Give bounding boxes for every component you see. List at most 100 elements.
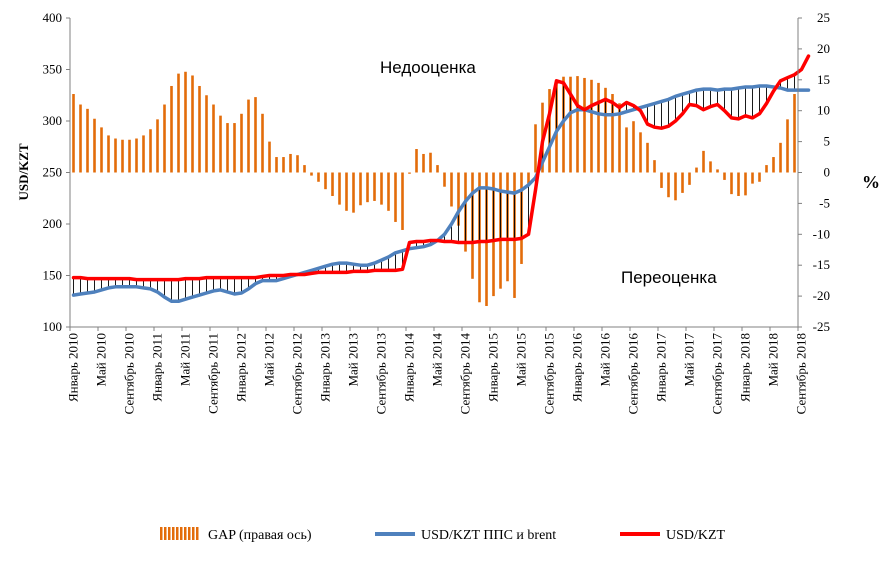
gap-bar bbox=[121, 139, 124, 173]
x-tick-label: Сентябрь 2015 bbox=[542, 333, 557, 414]
y2-tick-label: 0 bbox=[824, 165, 831, 180]
y2-tick-label: -20 bbox=[813, 288, 830, 303]
legend-label-usdkzt: USD/KZT bbox=[666, 528, 726, 543]
gap-bar bbox=[268, 141, 271, 173]
gap-bar bbox=[352, 172, 355, 213]
x-tick-label: Сентябрь 2013 bbox=[374, 333, 389, 414]
gap-bar bbox=[387, 172, 390, 211]
gap-bar bbox=[219, 115, 222, 173]
gap-bar bbox=[170, 85, 173, 173]
gap-bar bbox=[646, 142, 649, 173]
gap-bar bbox=[212, 104, 215, 173]
y2-tick-label: 20 bbox=[817, 41, 830, 56]
gap-bar bbox=[422, 153, 425, 173]
gap-bar bbox=[688, 172, 691, 185]
gap-bar bbox=[282, 157, 285, 173]
annotation-undervaluation: Недооценка bbox=[380, 58, 476, 77]
gap-bar bbox=[443, 172, 446, 187]
x-tick-label: Май 2015 bbox=[514, 333, 529, 387]
gap-bar bbox=[758, 172, 761, 182]
gap-bar bbox=[177, 73, 180, 173]
gap-bar bbox=[534, 124, 537, 173]
gap-bar bbox=[149, 129, 152, 173]
gap-bar bbox=[373, 172, 376, 201]
y-tick-label: 300 bbox=[43, 113, 63, 128]
gap-bar bbox=[275, 157, 278, 173]
gap-bar bbox=[198, 85, 201, 173]
gap-bar bbox=[793, 94, 796, 173]
y-tick-label: 100 bbox=[43, 319, 63, 334]
y-tick-label: 400 bbox=[43, 10, 63, 25]
gap-bar bbox=[247, 99, 250, 173]
gap-bar bbox=[772, 157, 775, 173]
gap-bar bbox=[72, 94, 75, 173]
gap-bar bbox=[254, 97, 257, 173]
y2-tick-label: -15 bbox=[813, 257, 830, 272]
x-tick-label: Май 2010 bbox=[94, 333, 109, 387]
x-tick-label: Январь 2012 bbox=[234, 333, 249, 402]
gap-bar bbox=[639, 132, 642, 173]
gap-bar bbox=[114, 138, 117, 173]
gap-bar bbox=[240, 113, 243, 173]
x-tick-label: Январь 2014 bbox=[402, 333, 417, 403]
gap-bar bbox=[142, 135, 145, 173]
gap-bar bbox=[233, 123, 236, 173]
gap-bar bbox=[408, 172, 411, 174]
gap-bar bbox=[401, 172, 404, 230]
gap-bar bbox=[751, 172, 754, 184]
gap-bar bbox=[191, 75, 194, 173]
x-tick-label: Сентябрь 2012 bbox=[290, 333, 305, 414]
gap-bar bbox=[366, 172, 369, 203]
x-tick-label: Май 2016 bbox=[598, 333, 613, 387]
gap-bar bbox=[576, 76, 579, 173]
x-tick-label: Май 2012 bbox=[262, 333, 277, 387]
y2-tick-label: -25 bbox=[813, 319, 830, 334]
gap-bar bbox=[303, 165, 306, 173]
gap-bar bbox=[744, 172, 747, 196]
x-tick-label: Май 2014 bbox=[430, 333, 445, 387]
x-tick-label: Январь 2015 bbox=[486, 333, 501, 402]
gap-bar bbox=[779, 142, 782, 173]
gap-bar bbox=[107, 135, 110, 173]
gap-bar bbox=[394, 172, 397, 222]
gap-bar bbox=[716, 169, 719, 173]
gap-bar bbox=[261, 113, 264, 173]
gap-bar bbox=[590, 79, 593, 173]
gap-bar bbox=[681, 172, 684, 193]
gap-bar bbox=[436, 165, 439, 173]
x-tick-label: Май 2011 bbox=[178, 333, 193, 386]
series-line-usdkzt bbox=[71, 54, 811, 282]
legend: GAP (правая ось) USD/KZT ППС и brent USD… bbox=[160, 527, 726, 543]
gap-bar bbox=[674, 172, 677, 201]
gap-bar bbox=[289, 153, 292, 173]
x-tick-label: Май 2017 bbox=[682, 333, 697, 387]
gap-bar bbox=[310, 172, 313, 176]
gap-bar bbox=[765, 165, 768, 173]
x-tick-label: Январь 2010 bbox=[66, 333, 81, 402]
gap-bar bbox=[324, 172, 327, 190]
gap-bar bbox=[338, 172, 341, 205]
gap-bar bbox=[604, 87, 607, 173]
gap-bar bbox=[331, 172, 334, 196]
y2-tick-label: -10 bbox=[813, 226, 830, 241]
gap-bar bbox=[730, 172, 733, 195]
x-tick-label: Сентябрь 2014 bbox=[458, 333, 473, 415]
legend-label-gap: GAP (правая ось) bbox=[208, 528, 312, 543]
gap-bar bbox=[359, 172, 362, 206]
gap-bar bbox=[380, 172, 383, 205]
legend-swatch-gap bbox=[160, 527, 200, 540]
y-tick-label: 350 bbox=[43, 62, 63, 77]
gap-bar bbox=[317, 172, 320, 182]
series-lines bbox=[71, 54, 811, 304]
gap-bar bbox=[695, 167, 698, 173]
y2-axis-title: % bbox=[862, 172, 880, 192]
y-tick-label: 250 bbox=[43, 165, 63, 180]
series-line-usdkzt-ppp-brent bbox=[71, 84, 811, 304]
x-tick-label: Сентябрь 2011 bbox=[206, 333, 221, 414]
y-axis-title: USD/KZT bbox=[16, 143, 31, 200]
x-tick-label: Сентябрь 2017 bbox=[710, 333, 725, 415]
gap-bar bbox=[93, 118, 96, 173]
y-tick-label: 200 bbox=[43, 216, 63, 231]
gap-bar bbox=[128, 139, 131, 173]
